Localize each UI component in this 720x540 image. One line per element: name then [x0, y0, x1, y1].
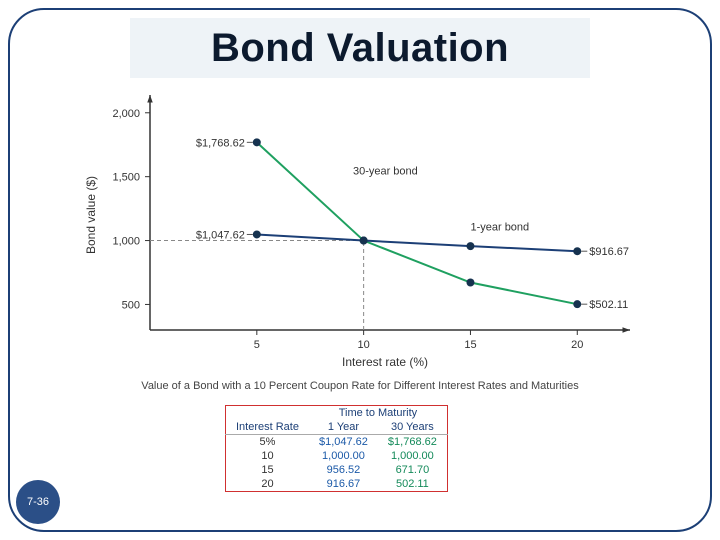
table-col-2: 30 Years: [378, 420, 447, 435]
svg-text:$502.11: $502.11: [589, 299, 628, 311]
table-header-main-row: Time to Maturity: [226, 406, 448, 421]
table-cell: 10: [226, 449, 309, 463]
table-row: 20 916.67 502.11: [226, 477, 448, 492]
svg-text:1,500: 1,500: [112, 172, 140, 184]
table-cell: 502.11: [378, 477, 447, 492]
table-cell: 671.70: [378, 463, 447, 477]
chart-svg: 5 10 15 20 500 1,000 1,500 2,000 Interest rate (…: [70, 90, 650, 370]
data-table: Time to Maturity Interest Rate 1 Year 30…: [225, 405, 448, 492]
svg-text:$1,047.62: $1,047.62: [196, 229, 245, 241]
svg-text:10: 10: [358, 339, 370, 351]
table-cell: 956.52: [309, 463, 378, 477]
table-cell: 1,000.00: [309, 449, 378, 463]
svg-text:Interest rate (%): Interest rate (%): [342, 355, 428, 369]
table-cell: 916.67: [309, 477, 378, 492]
table-cell: $1,047.62: [309, 435, 378, 450]
bond-chart: 5 10 15 20 500 1,000 1,500 2,000 Interest rate (…: [70, 90, 650, 370]
title-box: Bond Valuation: [130, 18, 590, 78]
svg-text:30-year bond: 30-year bond: [353, 166, 418, 178]
table-row: 5% $1,047.62 $1,768.62: [226, 435, 448, 450]
chart-caption: Value of a Bond with a 10 Percent Coupon…: [80, 380, 640, 392]
slide-title: Bond Valuation: [211, 26, 509, 70]
table-col-0: Interest Rate: [226, 420, 309, 435]
svg-text:$916.67: $916.67: [589, 246, 629, 258]
table-cell: $1,768.62: [378, 435, 447, 450]
slide: Bond Valuation 51015205001,0001,5002,000…: [0, 0, 720, 540]
svg-text:2,000: 2,000: [112, 108, 140, 120]
page-number: 7-36: [27, 496, 49, 508]
table-cell: 15: [226, 463, 309, 477]
svg-text:1-year bond: 1-year bond: [470, 222, 529, 234]
table-cell: 1,000.00: [378, 449, 447, 463]
table-col-1: 1 Year: [309, 420, 378, 435]
svg-text:1,000: 1,000: [112, 236, 140, 248]
svg-text:20: 20: [571, 339, 583, 351]
table-row: 15 956.52 671.70: [226, 463, 448, 477]
svg-text:500: 500: [122, 299, 140, 311]
table-header-blank: [226, 406, 309, 421]
page-number-badge: 7-36: [16, 480, 60, 524]
table-header-cols: Interest Rate 1 Year 30 Years: [226, 420, 448, 435]
table-row: 10 1,000.00 1,000.00: [226, 449, 448, 463]
table-cell: 5%: [226, 435, 309, 450]
svg-text:5: 5: [254, 339, 260, 351]
svg-text:$1,768.62: $1,768.62: [196, 137, 245, 149]
table-header-main: Time to Maturity: [309, 406, 447, 421]
svg-text:Bond value ($): Bond value ($): [84, 176, 98, 254]
svg-text:15: 15: [464, 339, 476, 351]
table-cell: 20: [226, 477, 309, 492]
